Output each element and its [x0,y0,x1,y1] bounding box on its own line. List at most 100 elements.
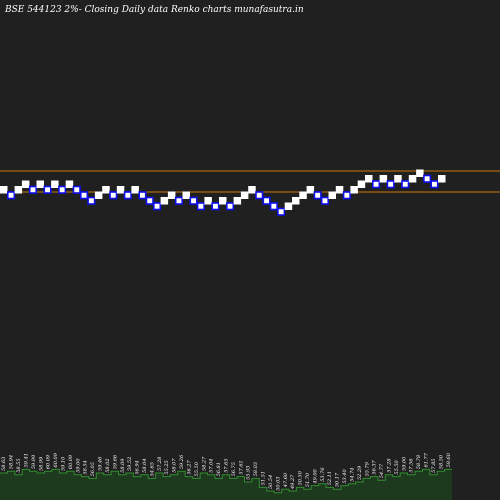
renko-brick-up [21,180,30,188]
renko-brick-up [51,180,59,188]
renko-brick-down [145,196,154,205]
renko-brick-up [102,186,110,194]
renko-brick-down [189,196,198,205]
renko-brick-up [365,175,373,183]
renko-brick-down [430,180,439,189]
volume-label: 56.75 [231,462,237,476]
volume-label: 58.99 [38,456,44,471]
renko-brick-up [233,197,242,205]
renko-brick-up [167,191,176,199]
renko-brick-up [394,175,402,183]
renko-brick-down [72,185,81,194]
volume-label: 55.93 [246,466,252,480]
volume-label: 60.09 [68,454,74,469]
renko-brick-up [379,175,388,183]
renko-brick-up [306,186,315,194]
volume-label: 49.27 [290,474,296,490]
renko-brick-down [320,196,330,205]
volume-label: 55.50 [194,461,200,476]
renko-brick-up [350,186,358,194]
volume-label: 59.10 [61,456,67,471]
volume-label: 52.11 [327,471,333,485]
volume-label: 56.81 [216,462,222,476]
renko-brick-up [204,197,212,205]
renko-brick-up [116,186,125,194]
volume-label: 53.40 [342,469,348,484]
volume-label: 58.54 [83,460,89,474]
volume-label: 59.66 [112,454,118,469]
volume-label: 58.27 [201,456,207,471]
renko-brick-down [226,202,235,211]
renko-brick-down [80,191,89,200]
volume-label: 58.63 [1,457,7,471]
volume-label: 55.25 [164,460,170,474]
renko-brick-down [313,191,322,200]
volume-label: 56.27 [187,460,193,475]
volume-label: 58.50 [438,454,444,469]
volume-label: 55.50 [394,459,400,474]
renko-brick-down [43,185,52,194]
renko-brick-up [240,191,249,199]
volume-label: 59.99 [31,454,37,469]
volume-label: 59.52 [127,457,133,471]
renko-brick-down [138,191,147,200]
renko-brick-down [123,191,132,200]
volume-label: 60.09 [46,454,52,469]
renko-brick-down [262,196,271,205]
volume-top-line [0,468,452,494]
volume-label: 58.07 [172,458,178,473]
renko-brick-up [408,175,417,183]
renko-brick-down [371,180,381,189]
renko-brick-up [357,180,366,188]
volume-label: 58.94 [9,455,15,469]
volume-label: 58.03 [253,462,259,476]
volume-label: 51.51 [261,471,267,485]
volume-label: 57.85 [431,458,437,472]
volume-label: 49.00 [312,468,318,484]
renko-brick-up [94,191,103,199]
volume-label: 56.05 [90,462,96,476]
renko-brick-up [335,186,344,194]
volume-label: 54.65 [149,462,155,476]
volume-label: 59.46 [98,456,104,471]
volume-label: 61.77 [424,452,430,467]
volume-label: 50.50 [298,470,304,485]
volume-label: 55.79 [364,461,370,476]
renko-brick-up [284,202,293,210]
volume-label: 54.77 [379,463,385,478]
renko-brick-down [28,185,38,194]
renko-brick-down [423,174,432,183]
volume-label: 50.03 [275,477,281,491]
renko-brick-down [87,196,96,205]
renko-brick-up [65,180,74,188]
renko-brick-up [416,169,424,177]
volume-label: 60.09 [53,452,59,467]
renko-brick-down [7,191,16,200]
volume-label: 59.60 [446,452,452,467]
volume-label: 50.17 [335,472,341,487]
volume-label: 56.37 [372,459,378,474]
volume-label: 58.55 [16,458,22,472]
renko-brick-down [109,191,118,200]
renko-brick-up [131,186,139,194]
volume-label: 59.26 [179,454,185,469]
volume-label: 53.76 [320,467,326,482]
volume-label: 58.78 [416,455,422,469]
renko-brick-up [328,191,336,199]
volume-label: 59.00 [401,456,407,471]
renko-brick-down [211,202,220,211]
volume-label: 47.60 [283,472,289,488]
renko-brick-down [255,191,264,200]
volume-label: 59.41 [23,453,29,467]
renko-brick-down [174,196,183,205]
chart-title: BSE 544123 2%- Closing Daily data Renko … [4,5,304,15]
volume-label: 57.61 [238,460,244,474]
volume-label: 59.00 [75,458,81,473]
volume-label: 51.70 [305,472,311,487]
volume-label: 56.94 [135,460,141,474]
renko-brick-up [299,191,307,199]
renko-brick-up [182,191,190,199]
volume-label: 57.28 [157,457,163,471]
renko-brick-up [438,175,446,183]
